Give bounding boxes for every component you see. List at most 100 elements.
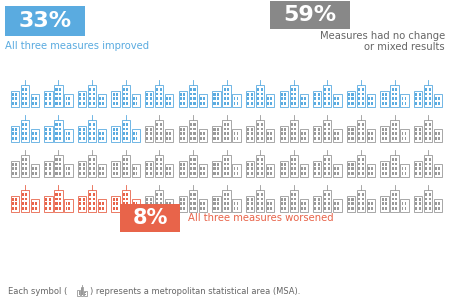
Bar — [300, 199, 308, 212]
Bar — [234, 137, 235, 140]
Bar — [224, 202, 225, 205]
Bar — [11, 161, 19, 177]
Bar — [351, 93, 354, 96]
Bar — [261, 193, 263, 196]
Bar — [25, 97, 27, 100]
Bar — [392, 202, 394, 205]
Bar — [22, 102, 24, 105]
Bar — [150, 202, 152, 205]
Bar — [79, 292, 80, 294]
Bar — [66, 97, 68, 100]
Bar — [429, 172, 431, 174]
Bar — [347, 196, 355, 212]
Bar — [247, 128, 249, 131]
Bar — [82, 93, 85, 96]
Bar — [32, 97, 34, 100]
Bar — [291, 167, 293, 170]
Bar — [146, 168, 148, 170]
Bar — [59, 158, 61, 161]
Bar — [257, 102, 259, 105]
Bar — [227, 137, 229, 140]
Bar — [328, 88, 330, 91]
Bar — [184, 207, 185, 210]
Bar — [361, 198, 364, 200]
Bar — [300, 164, 308, 177]
Bar — [190, 88, 192, 91]
Bar — [98, 94, 106, 107]
Bar — [328, 123, 330, 126]
Bar — [224, 88, 225, 91]
Bar — [419, 102, 421, 105]
Bar — [382, 168, 384, 170]
Bar — [22, 193, 24, 196]
Bar — [166, 207, 168, 210]
Bar — [348, 198, 350, 201]
Bar — [194, 202, 196, 205]
Bar — [261, 202, 263, 205]
Bar — [338, 97, 339, 100]
Bar — [227, 158, 229, 161]
Bar — [199, 129, 207, 142]
Bar — [22, 167, 24, 170]
Bar — [261, 92, 263, 95]
Bar — [156, 137, 158, 140]
Bar — [234, 132, 235, 135]
Bar — [55, 132, 58, 135]
Bar — [59, 88, 61, 91]
Bar — [44, 91, 53, 107]
Bar — [93, 163, 94, 165]
Bar — [12, 202, 14, 205]
Bar — [123, 88, 125, 91]
Bar — [160, 92, 162, 95]
Bar — [190, 158, 192, 161]
Bar — [358, 132, 360, 135]
Bar — [301, 102, 302, 105]
Bar — [160, 97, 162, 100]
Bar — [257, 167, 259, 170]
Bar — [333, 94, 342, 107]
Bar — [294, 167, 297, 170]
Bar — [133, 137, 135, 140]
Bar — [227, 97, 229, 100]
Bar — [358, 172, 360, 174]
Bar — [145, 126, 153, 142]
Bar — [22, 163, 24, 165]
Bar — [184, 163, 185, 166]
Bar — [291, 92, 293, 95]
Bar — [291, 123, 293, 126]
Bar — [131, 94, 140, 107]
Bar — [189, 119, 197, 142]
Bar — [385, 93, 387, 96]
Bar — [131, 129, 140, 142]
Bar — [160, 128, 162, 130]
Bar — [79, 128, 81, 131]
Bar — [126, 202, 128, 205]
Bar — [133, 97, 135, 100]
Bar — [224, 92, 225, 95]
Bar — [200, 132, 202, 135]
Bar — [22, 137, 24, 140]
Bar — [89, 202, 91, 205]
Bar — [217, 98, 219, 100]
Bar — [179, 91, 187, 107]
Bar — [22, 202, 24, 205]
Bar — [99, 207, 101, 210]
Bar — [123, 92, 125, 95]
Bar — [55, 193, 58, 196]
Bar — [294, 202, 297, 205]
Bar — [169, 137, 171, 140]
Bar — [351, 207, 354, 210]
Bar — [15, 172, 18, 174]
Bar — [232, 129, 241, 142]
Bar — [323, 189, 332, 212]
Bar — [146, 198, 148, 201]
Bar — [98, 164, 106, 177]
Bar — [270, 172, 272, 174]
Bar — [348, 202, 350, 205]
Bar — [358, 102, 360, 105]
Bar — [234, 97, 235, 100]
Bar — [351, 137, 354, 140]
Bar — [156, 158, 158, 161]
Bar — [59, 167, 61, 170]
Bar — [25, 167, 27, 170]
